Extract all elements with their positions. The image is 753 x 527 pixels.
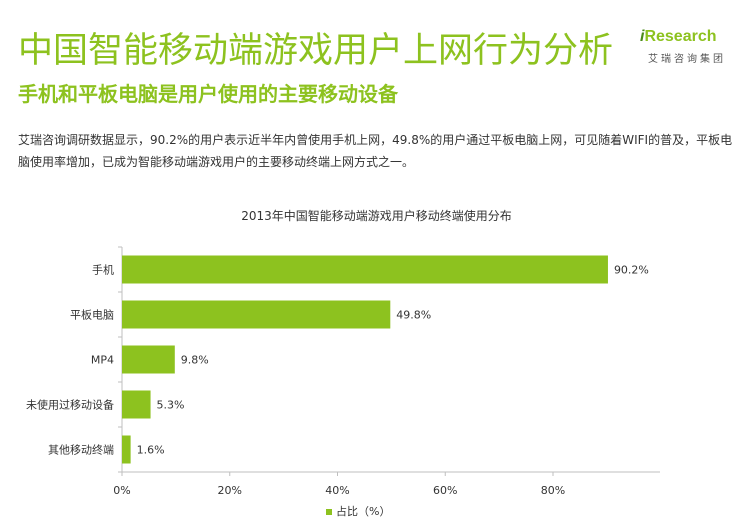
- category-label: MP4: [91, 354, 114, 367]
- bar: [122, 255, 608, 284]
- bar: [122, 345, 175, 374]
- data-label: 90.2%: [614, 264, 649, 277]
- x-tick-label: 40%: [325, 484, 349, 497]
- data-label: 49.8%: [396, 309, 431, 322]
- legend-label: 占比（%）: [336, 504, 390, 518]
- data-label: 1.6%: [137, 444, 165, 457]
- page-title: 中国智能移动端游戏用户上网行为分析: [18, 31, 614, 71]
- legend-swatch: [326, 509, 332, 515]
- category-label: 未使用过移动设备: [26, 398, 114, 412]
- data-label: 5.3%: [157, 399, 185, 412]
- x-tick-label: 20%: [218, 484, 242, 497]
- iresearch-logo: iResearch 艾瑞咨询集团: [640, 28, 730, 68]
- bar: [122, 300, 391, 329]
- logo-main-text: Research: [644, 28, 717, 45]
- x-tick-label: 80%: [541, 484, 565, 497]
- chart-title: 2013年中国智能移动端游戏用户移动终端使用分布: [241, 209, 512, 223]
- category-label: 其他移动终端: [48, 443, 114, 457]
- logo-subtitle: 艾瑞咨询集团: [648, 54, 726, 65]
- bar: [122, 390, 151, 419]
- x-tick-label: 0%: [113, 484, 130, 497]
- logo-prefix: i: [640, 28, 645, 45]
- data-label: 9.8%: [181, 354, 209, 367]
- category-label: 手机: [92, 263, 114, 277]
- x-tick-label: 60%: [433, 484, 457, 497]
- category-label: 平板电脑: [70, 308, 114, 322]
- bar: [122, 435, 131, 464]
- page-subtitle: 手机和平板电脑是用户使用的主要移动设备: [18, 82, 398, 106]
- logo-wordmark: iResearch: [640, 28, 717, 46]
- description-paragraph: 艾瑞咨询调研数据显示，90.2%的用户表示近半年内曾使用手机上网，49.8%的用…: [18, 133, 733, 169]
